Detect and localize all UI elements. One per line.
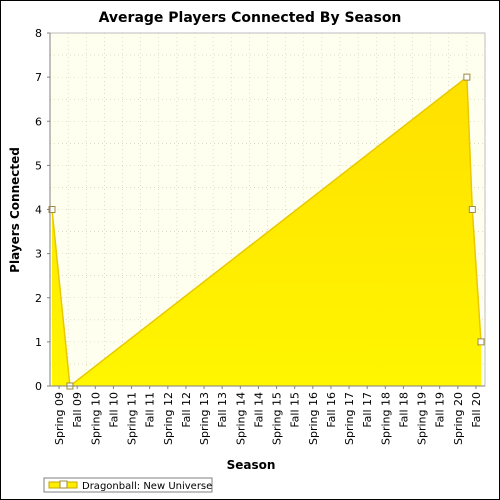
x-tick-label: Spring 13 [198,392,211,445]
x-tick-label: Spring 20 [452,392,465,445]
data-point-marker[interactable] [477,338,485,346]
x-tick-label: Spring 12 [162,392,175,445]
x-tick-label: Spring 15 [271,392,284,445]
y-tick-label: 5 [35,159,42,172]
y-tick-label: 0 [35,380,42,393]
x-tick-labels: Spring 09 Fall 09 Spring 10 Fall 10 Spring 1… [53,392,483,445]
x-tick-label: Spring 14 [234,392,247,445]
legend-entry-label: Dragonball: New Universe [82,481,212,492]
y-tick-label: 2 [35,292,42,305]
series-area [52,77,481,386]
data-point-marker[interactable] [468,206,476,213]
y-tick-label: 6 [35,115,42,128]
x-tick-label: Fall 19 [434,392,447,428]
x-tick-label: Fall 09 [71,392,84,428]
x-tick-label: Spring 11 [126,392,139,445]
y-axis-label: Players Connected [8,147,22,273]
x-axis-label: Season [227,458,276,472]
legend[interactable]: Dragonball: New Universe [43,477,213,493]
axes [47,32,485,389]
y-tick-labels: 0 1 2 3 4 5 6 7 8 [35,27,42,393]
y-tick-label: 7 [35,71,42,84]
x-tick-label: Spring 18 [379,392,392,445]
legend-marker-icon [59,480,68,489]
x-tick-label: Fall 18 [397,392,410,428]
x-tick-label: Fall 13 [216,392,229,428]
legend-box [43,477,213,493]
x-tick-label: Spring 09 [53,392,66,445]
x-tick-label: Fall 17 [361,392,374,428]
y-tick-label: 4 [35,204,42,217]
x-tick-label: Fall 12 [180,392,193,428]
x-tick-label: Spring 10 [89,392,102,445]
y-tick-label: 3 [35,248,42,261]
data-point-marker[interactable] [463,73,471,81]
x-tick-label: Fall 14 [252,392,265,428]
y-tick-label: 1 [35,336,42,349]
x-tick-label: Fall 10 [107,392,120,428]
x-tick-label: Spring 17 [343,392,356,445]
x-tick-label: Fall 20 [470,392,483,428]
chart-title: Average Players Connected By Season [99,10,402,26]
y-tick-label: 8 [35,27,42,40]
x-tick-label: Fall 11 [144,392,157,428]
x-tick-label: Fall 16 [325,392,338,428]
x-tick-label: Fall 15 [289,392,302,428]
x-tick-label: Spring 19 [416,392,429,445]
x-tick-label: Spring 16 [307,392,320,445]
